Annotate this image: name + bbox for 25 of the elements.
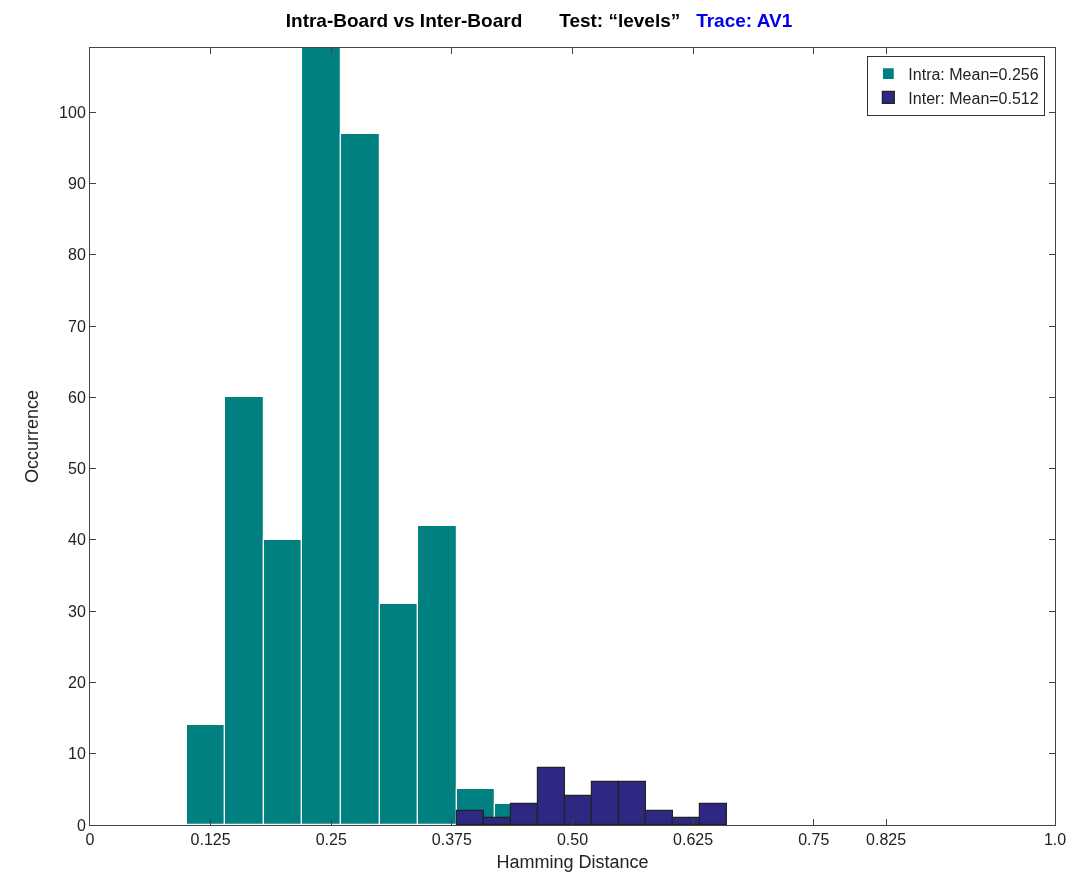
legend-label: Inter: Mean=0.512 <box>908 89 1039 107</box>
y-tick-label: 90 <box>68 175 86 193</box>
x-tick-label: 0.25 <box>315 831 347 849</box>
x-tick-label: 0.825 <box>866 831 907 849</box>
y-tick-label: 30 <box>68 602 86 620</box>
x-tick-label: 0.75 <box>798 831 830 849</box>
chart-title: Intra-Board vs Inter-Board Test: “levels” <box>285 9 681 31</box>
y-axis-title: Occurrence <box>22 389 43 484</box>
y-tick-label: 80 <box>68 246 86 264</box>
legend-label: Intra: Mean=0.256 <box>908 65 1039 83</box>
x-tick-label: 0.125 <box>190 831 231 849</box>
y-tick-label: 40 <box>68 531 86 549</box>
x-tick-label: 1.0 <box>1043 831 1067 849</box>
x-axis-title: Hamming Distance <box>496 852 649 873</box>
y-tick-label: 100 <box>59 103 86 121</box>
x-tick-label: 0.50 <box>556 831 589 849</box>
y-tick-label: 60 <box>68 388 86 406</box>
y-tick-label: 50 <box>68 460 86 478</box>
y-tick-label: 0 <box>76 816 86 834</box>
chart-subtitle: Trace: AV1 <box>696 9 793 31</box>
y-tick-label: 20 <box>68 674 86 692</box>
x-tick-label: 0.375 <box>431 831 472 849</box>
y-tick-label: 70 <box>68 317 86 335</box>
x-tick-label: 0.625 <box>673 831 714 849</box>
y-tick-label: 10 <box>68 745 86 763</box>
